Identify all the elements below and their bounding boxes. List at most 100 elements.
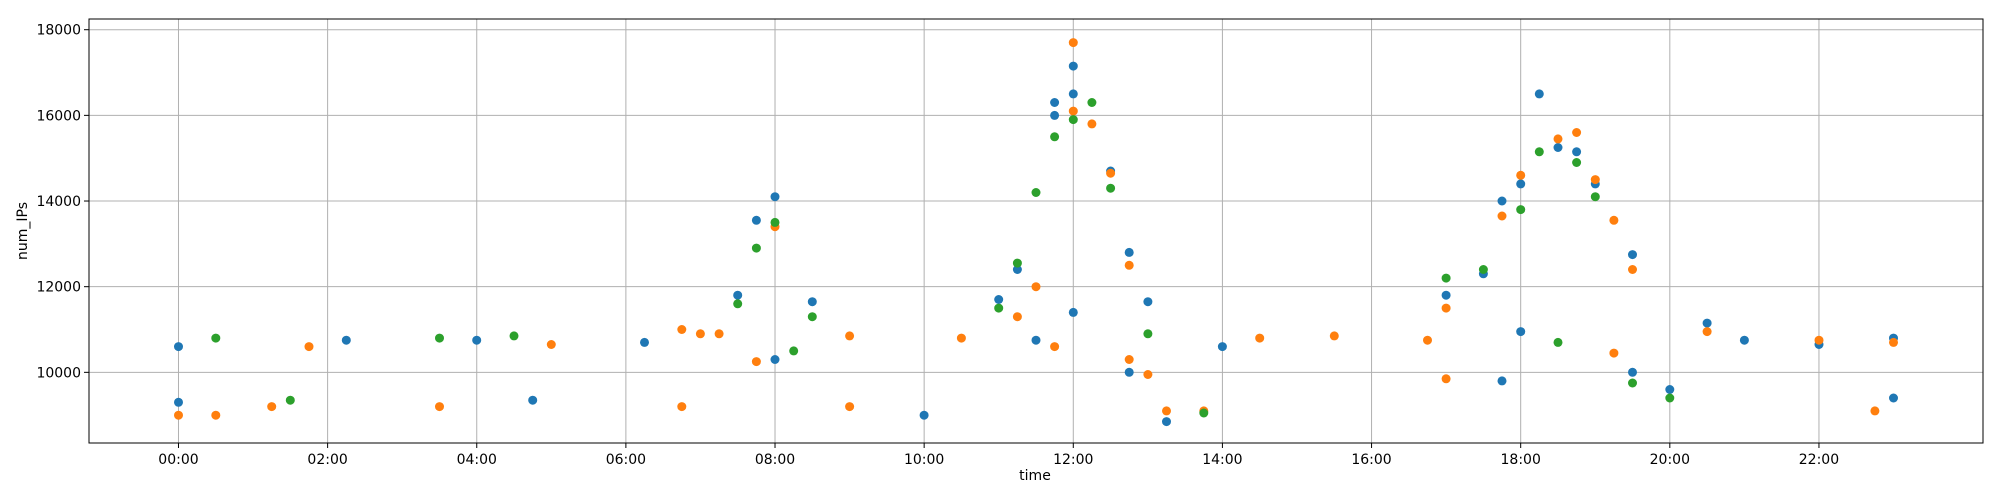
data-point: [1609, 215, 1619, 225]
data-point: [1534, 147, 1544, 157]
x-tick-label: 06:00: [606, 452, 646, 468]
y-tick-label: 18000: [36, 23, 81, 39]
data-point: [211, 410, 221, 420]
data-point: [1162, 406, 1171, 416]
data-point: [956, 333, 966, 343]
data-point: [304, 342, 314, 352]
data-point: [1553, 337, 1563, 347]
data-point: [751, 215, 761, 225]
data-point: [1889, 393, 1898, 403]
data-point: [1497, 376, 1507, 386]
data-point: [1572, 147, 1582, 157]
data-point: [751, 357, 761, 367]
data-point: [1143, 370, 1153, 379]
data-point: [1590, 175, 1600, 185]
data-point: [994, 303, 1004, 313]
data-point: [1087, 119, 1097, 129]
x-tick-label: 16:00: [1351, 452, 1391, 468]
data-point: [1870, 406, 1880, 416]
data-point: [714, 329, 724, 339]
data-point: [1199, 408, 1209, 418]
data-point: [695, 329, 705, 339]
series-2: [211, 98, 1675, 418]
x-axis-label: time: [1019, 468, 1051, 484]
y-axis-label: num_IPs: [15, 202, 31, 260]
data-point: [677, 402, 687, 412]
data-point: [1441, 374, 1451, 384]
data-point: [1068, 106, 1078, 116]
y-tick-label: 14000: [36, 194, 81, 210]
data-point: [1702, 318, 1712, 328]
x-tick-label: 14:00: [1202, 452, 1242, 468]
y-tick-label: 12000: [36, 280, 81, 296]
data-point: [1106, 183, 1116, 193]
data-point: [1516, 170, 1526, 180]
data-point: [1889, 337, 1898, 347]
x-tick-label: 18:00: [1501, 452, 1541, 468]
data-point: [1068, 115, 1078, 125]
data-point: [807, 297, 817, 307]
data-point: [1124, 247, 1134, 257]
data-point: [1068, 89, 1078, 99]
data-point: [1255, 333, 1265, 343]
data-point: [733, 290, 743, 300]
data-point: [751, 243, 761, 253]
data-point: [1628, 378, 1637, 388]
data-point: [640, 337, 649, 347]
data-point: [1124, 355, 1134, 364]
data-point: [1124, 367, 1134, 377]
data-point: [1609, 348, 1619, 358]
data-point: [1124, 260, 1134, 270]
data-point: [174, 410, 183, 420]
data-point: [1665, 393, 1675, 403]
y-tick-label: 10000: [36, 365, 81, 381]
data-point: [1497, 196, 1507, 206]
data-points: [174, 38, 1898, 427]
series-1: [174, 38, 1898, 420]
data-point: [509, 331, 519, 341]
data-point: [1572, 158, 1582, 167]
data-point: [1050, 132, 1060, 142]
data-point: [1087, 98, 1097, 107]
data-point: [1031, 282, 1041, 292]
data-point: [789, 346, 799, 356]
data-point: [770, 355, 780, 364]
data-point: [1031, 188, 1041, 197]
data-point: [1702, 327, 1712, 337]
data-point: [174, 342, 183, 352]
data-point: [1143, 297, 1153, 307]
data-point: [1012, 312, 1022, 322]
data-point: [1497, 211, 1507, 221]
data-point: [919, 410, 929, 420]
data-point: [174, 397, 183, 407]
data-point: [1106, 168, 1116, 178]
data-point: [1478, 265, 1488, 274]
data-point: [285, 395, 295, 405]
data-point: [1031, 335, 1041, 345]
data-point: [1162, 417, 1171, 427]
data-point: [733, 299, 743, 309]
data-point: [1050, 98, 1060, 107]
data-point: [435, 402, 444, 412]
data-point: [1441, 273, 1451, 283]
data-point: [807, 312, 817, 322]
x-tick-label: 02:00: [307, 452, 347, 468]
data-point: [770, 192, 780, 202]
data-point: [1012, 265, 1022, 274]
data-point: [1516, 179, 1526, 189]
data-point: [1441, 303, 1451, 313]
data-point: [1628, 367, 1637, 377]
data-point: [1590, 192, 1600, 202]
data-point: [1050, 110, 1060, 120]
data-point: [528, 395, 538, 405]
data-point: [1143, 329, 1153, 339]
data-point: [1441, 290, 1451, 300]
data-point: [1068, 61, 1078, 71]
data-point: [845, 331, 855, 341]
data-point: [1068, 307, 1078, 317]
x-tick-label: 22:00: [1799, 452, 1839, 468]
data-point: [1628, 250, 1637, 260]
data-point: [1553, 143, 1563, 152]
plot-frame: [88, 18, 1984, 444]
